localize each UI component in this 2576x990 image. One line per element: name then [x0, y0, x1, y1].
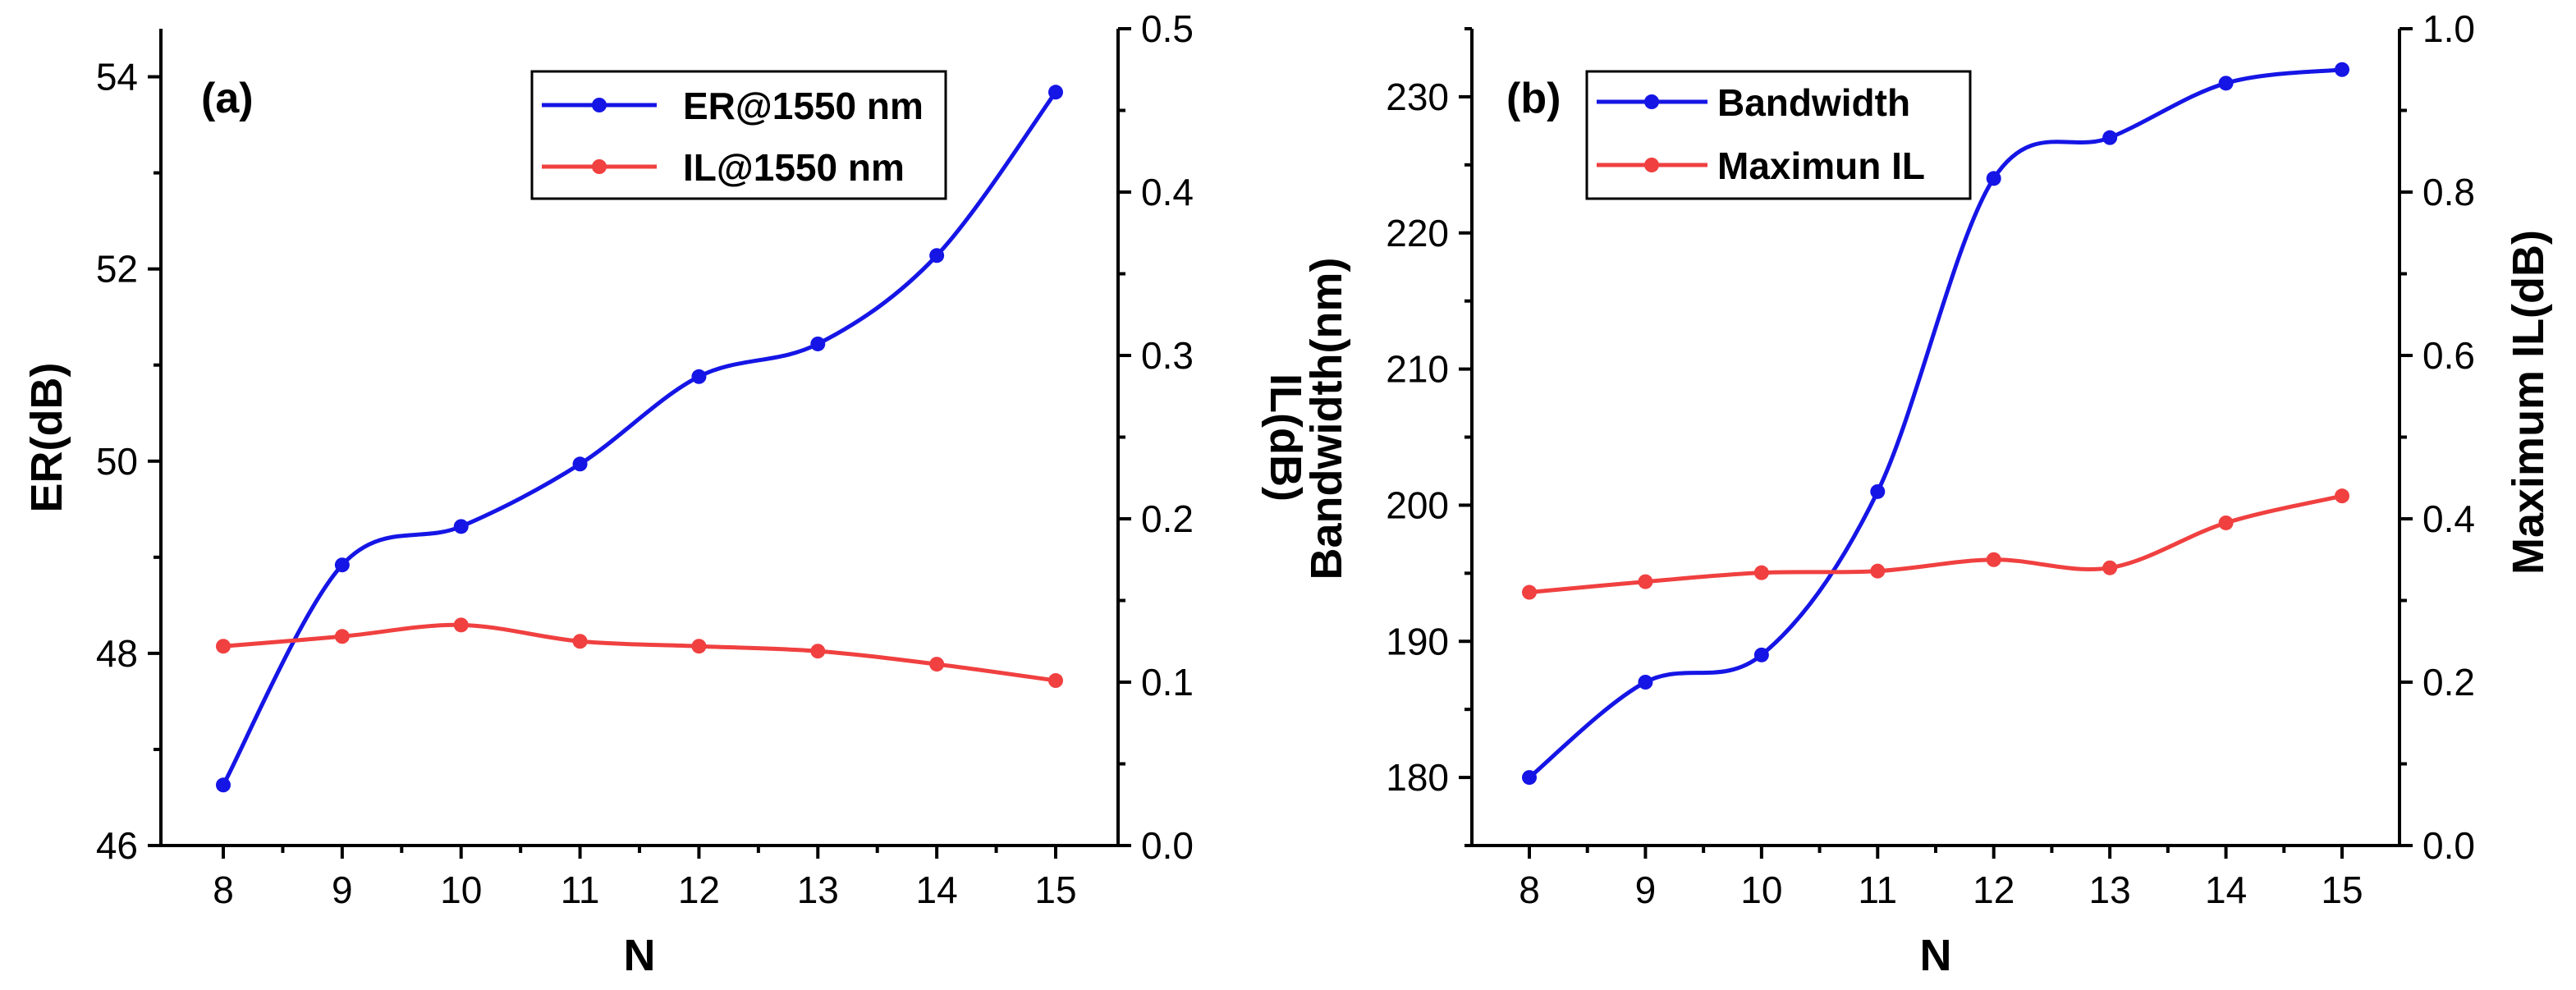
data-point [1986, 171, 2001, 186]
x-tick-label: 11 [1858, 869, 1897, 911]
y-right-tick-label: 0.6 [2422, 334, 2475, 377]
x-tick-label: 10 [1740, 869, 1782, 911]
legend-b: Bandwidth Maximun IL [1585, 70, 1972, 200]
y-right-tick-label: 0.8 [2422, 171, 2475, 213]
x-tick-label: 9 [1635, 869, 1657, 911]
data-point [1638, 675, 1653, 690]
y-right-tick-label: 0.2 [2422, 661, 2475, 704]
data-point [1048, 673, 1063, 689]
y-right-tick-label: 1.0 [2422, 7, 2475, 50]
y-left-tick-label: 200 [1386, 484, 1449, 526]
y-axis-title-left-a: ER(dB) [22, 363, 71, 513]
data-point [2102, 560, 2118, 575]
data-point [1522, 770, 1537, 786]
y-left-tick-label: 48 [96, 632, 138, 675]
data-point [572, 634, 588, 649]
series-line-0 [1528, 67, 2343, 780]
data-point [691, 369, 707, 384]
data-point [2335, 62, 2349, 77]
x-tick-label: 14 [916, 869, 958, 911]
data-point [453, 519, 469, 534]
legend-label-bandwidth: Bandwidth [1717, 81, 1910, 124]
y-left-tick-label: 54 [96, 56, 138, 99]
data-point [929, 657, 945, 672]
data-point [2218, 76, 2234, 91]
panel-a: 8 9 10 11 12 13 14 15 46 48 50 52 54 0.0 0.1 0.2 0.3 0.4 0… [22, 7, 1310, 980]
data-point [1638, 574, 1653, 589]
y-right-tick-label: 0.3 [1141, 334, 1194, 377]
data-point [334, 557, 350, 573]
y-right-tick-label: 0.5 [1141, 7, 1194, 50]
x-tick-label: 11 [561, 869, 600, 911]
x-tick-label: 13 [2089, 869, 2131, 911]
legend-label-max-il: Maximun IL [1717, 144, 1925, 187]
legend-marker-bandwidth [1644, 94, 1659, 109]
y-right-tick-label: 0.4 [1141, 171, 1194, 213]
y-right-tick-label: 0.4 [2422, 497, 2475, 540]
x-tick-label: 15 [1034, 869, 1076, 911]
y-right-tick-label: 0.1 [1141, 661, 1194, 704]
series-line-1 [1529, 493, 2343, 595]
panel-label-b: (b) [1506, 75, 1561, 122]
y-left-tick-label: 210 [1386, 348, 1449, 391]
x-tick-label: 13 [797, 869, 839, 911]
legend-a: ER@1550 nm IL@1550 nm [530, 70, 947, 200]
data-point [1048, 85, 1063, 100]
y-left-tick-label: 190 [1386, 620, 1449, 662]
legend-marker-il [592, 159, 607, 174]
y-right-tick-label: 0.2 [1141, 497, 1194, 540]
data-point [216, 639, 231, 654]
series-line-1 [222, 622, 1057, 683]
x-tick-label: 15 [2321, 869, 2363, 911]
legend-label-il: IL@1550 nm [683, 146, 905, 189]
x-tick-label: 12 [678, 869, 720, 911]
x-axis-title-a: N [624, 931, 656, 980]
x-tick-label: 8 [1519, 869, 1540, 911]
data-point [929, 248, 945, 264]
y-left-tick-label: 46 [96, 824, 138, 867]
x-tick-label: 10 [440, 869, 482, 911]
x-axis-title-b: N [1920, 931, 1952, 980]
data-point [691, 639, 707, 654]
panel-label-a: (a) [201, 75, 254, 122]
data-point [1753, 565, 1769, 580]
y-right-tick-label: 0.0 [1141, 824, 1194, 867]
panel-b: 8 9 10 11 12 13 14 15 180 190 200 210 220 230 0.0 0.2 0.… [1302, 7, 2553, 980]
y-left-tick-label: 230 [1386, 76, 1449, 118]
data-point [2102, 130, 2118, 145]
x-tick-label: 8 [213, 869, 234, 911]
data-point [1986, 552, 2001, 567]
data-point [1870, 563, 1886, 579]
data-point [810, 644, 826, 659]
data-point [2335, 488, 2349, 504]
y-axis-title-left-b: Bandwidth(nm) [1302, 258, 1351, 580]
y-axis-title-right-a: IL(dB) [1261, 374, 1310, 502]
x-tick-label: 14 [2205, 869, 2247, 911]
data-point [810, 336, 826, 351]
data-point [216, 777, 231, 793]
y-axis-title-right-b: Maximum IL(dB) [2504, 230, 2553, 575]
data-point [334, 629, 350, 644]
y-left-tick-label: 220 [1386, 212, 1449, 254]
data-point [1522, 584, 1537, 600]
x-tick-label: 9 [332, 869, 353, 911]
data-point [2218, 515, 2234, 530]
y-left-tick-label: 52 [96, 248, 138, 291]
legend-label-er: ER@1550 nm [683, 85, 924, 127]
data-point [1870, 484, 1886, 499]
x-tick-label: 12 [1973, 869, 2015, 911]
y-left-tick-label: 180 [1386, 756, 1449, 799]
data-point [453, 617, 469, 633]
legend-marker-max-il [1644, 158, 1659, 172]
data-point [1753, 647, 1769, 662]
y-left-tick-label: 50 [96, 440, 138, 483]
data-point [572, 456, 588, 472]
legend-marker-er [592, 98, 607, 112]
y-right-tick-label: 0.0 [2422, 824, 2475, 867]
